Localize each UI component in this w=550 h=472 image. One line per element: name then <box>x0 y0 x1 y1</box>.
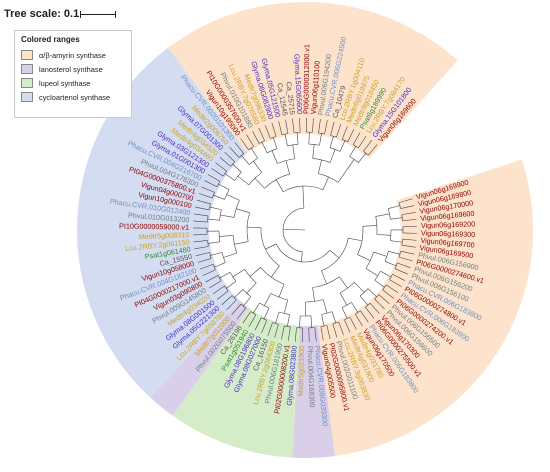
tree-branch <box>330 149 335 162</box>
legend-swatch-lanosterol <box>21 64 33 74</box>
tree-scale-bar <box>80 14 116 15</box>
tree-branch <box>253 303 259 313</box>
tree-branch <box>250 267 261 276</box>
tree-branch <box>388 251 400 254</box>
tree-branch <box>210 207 222 210</box>
tree-branch <box>355 282 365 292</box>
tree-branch <box>225 174 235 181</box>
tree-branch-arc <box>276 244 330 262</box>
tree-branch <box>247 227 261 228</box>
tree-branch <box>275 312 279 323</box>
tree-branch <box>238 176 249 185</box>
tree-branch <box>227 194 240 200</box>
tree-branch <box>375 280 385 287</box>
tree-branch <box>368 289 377 297</box>
tree-branch <box>213 195 224 199</box>
tree-branch <box>301 252 302 262</box>
tree-branch <box>220 272 230 278</box>
legend-item-lupeol: lupeol synthase <box>21 76 125 90</box>
legend-item-cycloartenol: cycloartenol synthase <box>21 90 125 104</box>
tree-branch <box>332 312 336 323</box>
tree-branch <box>323 177 329 190</box>
legend-swatch-amyrin <box>21 50 33 60</box>
tree-branch <box>220 215 234 217</box>
tree-branch <box>286 161 290 174</box>
tree-branch <box>264 293 271 305</box>
tree-branch <box>339 277 347 288</box>
tree-branch <box>340 141 345 152</box>
legend-label-lupeol: lupeol synthase <box>39 79 90 88</box>
tree-branch <box>265 244 276 249</box>
tree-branch <box>376 214 390 217</box>
tree-branch <box>243 297 251 306</box>
tree-branch <box>210 252 222 255</box>
tree-branch <box>218 184 229 190</box>
tree-branch <box>234 289 243 297</box>
tree-branch <box>279 284 284 297</box>
tree-branch <box>388 206 400 209</box>
tree-branch <box>360 296 368 305</box>
tree-branch <box>363 225 377 226</box>
tree-branch <box>293 145 295 159</box>
tree-branch <box>253 161 261 172</box>
tree-branch <box>284 300 287 314</box>
tree-branch <box>330 250 339 258</box>
tree-branch <box>273 137 277 148</box>
tree-branch <box>338 171 346 182</box>
tree-branch <box>350 146 356 156</box>
legend-label-lanosterol: lanosterol synthase <box>39 65 103 74</box>
tree-branch <box>323 300 327 314</box>
legend-label-cycloartenol: cycloartenol synthase <box>39 93 110 102</box>
tree-branch <box>358 153 365 162</box>
tree-branch <box>272 151 277 164</box>
tree-branch <box>247 283 256 293</box>
legend-label-amyrin: α/β-amyrin synthase <box>39 51 106 60</box>
tree-scale-label: Tree scale: 0.1 <box>4 8 79 20</box>
tree-branch <box>348 238 362 241</box>
tree-branch <box>340 293 347 305</box>
legend-swatch-lupeol <box>21 78 33 88</box>
tree-branch <box>358 255 371 261</box>
tree-branch <box>366 268 378 275</box>
tree-branch <box>233 164 242 172</box>
tree-branch <box>224 253 237 257</box>
tree-branch <box>262 142 267 153</box>
tree-branch <box>313 287 315 301</box>
tree-branch <box>219 235 233 236</box>
tree-branch <box>380 271 391 277</box>
tree-branch <box>276 180 283 192</box>
tree-branch <box>233 269 245 277</box>
legend-title: Colored ranges <box>21 35 125 44</box>
tree-branch <box>374 252 387 256</box>
tree-branch <box>234 242 248 245</box>
tree-branch <box>377 234 391 235</box>
tree-branch <box>226 281 236 288</box>
tree-branch <box>321 271 326 284</box>
tree-branch <box>313 144 314 158</box>
tree-branch <box>351 302 357 312</box>
tree-branch <box>385 261 396 265</box>
legend-item-amyrin: α/β-amyrin synthase <box>21 48 125 62</box>
tree-branch <box>264 308 269 319</box>
tree-branch <box>330 136 333 147</box>
tree-branch <box>271 266 279 277</box>
tree-branch <box>236 209 249 213</box>
legend-swatch-cycloartenol <box>21 92 33 102</box>
legend: Colored ranges α/β-amyrin synthase lanos… <box>14 30 132 118</box>
tree-branch <box>318 160 321 174</box>
tree-branch <box>342 308 347 319</box>
tree-root-branch <box>283 229 305 230</box>
tree-branch <box>241 155 249 164</box>
tree-branch <box>251 148 258 158</box>
tree-branch <box>255 178 265 188</box>
tree-branch <box>346 159 354 170</box>
legend-item-lanosterol: lanosterol synthase <box>21 62 125 76</box>
tree-branch <box>303 186 304 198</box>
tree-branch <box>214 263 225 268</box>
